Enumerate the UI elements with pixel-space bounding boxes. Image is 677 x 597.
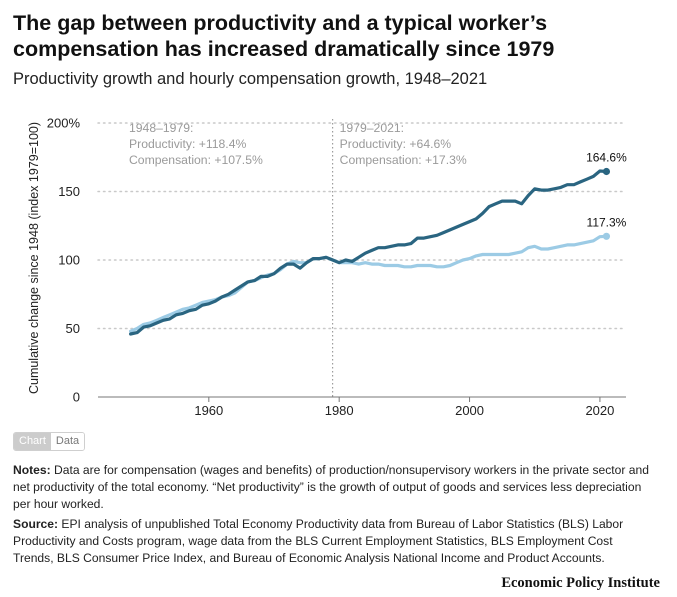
y-tick-label: 200% bbox=[47, 116, 81, 131]
period-annotation-line: Productivity: +118.4% bbox=[129, 137, 246, 151]
notes-text: Data are for compensation (wages and ben… bbox=[13, 463, 649, 511]
x-tick-label: 2020 bbox=[585, 403, 614, 418]
period-annotation-line: Compensation: +107.5% bbox=[129, 153, 263, 167]
line-chart: 0 50 100 150 200% 1960 1980 2000 2020 Cumulative… bbox=[27, 116, 627, 419]
series-end-label-compensation: 117.3% bbox=[587, 215, 627, 229]
x-tick-label: 2000 bbox=[455, 403, 484, 418]
notes-label: Notes: bbox=[13, 463, 51, 477]
x-tick-label: 1980 bbox=[325, 403, 354, 418]
chart-source: Source: EPI analysis of unpublished Tota… bbox=[13, 516, 653, 567]
publisher-logo: Economic Policy Institute bbox=[501, 575, 660, 591]
source-label: Source: bbox=[13, 517, 59, 531]
tab-data[interactable]: Data bbox=[50, 433, 85, 450]
series-endpoint-productivity bbox=[602, 167, 611, 176]
x-tick-label: 1960 bbox=[194, 403, 223, 418]
y-tick-label: 50 bbox=[66, 321, 80, 336]
chart-subtitle: Productivity growth and hourly compensat… bbox=[13, 70, 488, 88]
series-end-label-productivity: 164.6% bbox=[586, 150, 627, 164]
y-tick-label: 100 bbox=[58, 253, 80, 268]
period-annotation-line: Productivity: +64.6% bbox=[340, 137, 452, 151]
series-endpoint-compensation bbox=[602, 232, 611, 240]
chart-notes: Notes: Data are for compensation (wages … bbox=[13, 462, 653, 513]
series-line-compensation bbox=[129, 234, 609, 333]
series-line-productivity bbox=[129, 169, 609, 336]
view-tabs: Chart Data bbox=[13, 432, 86, 451]
y-tick-label: 0 bbox=[73, 390, 80, 405]
period-annotation-line: Compensation: +17.3% bbox=[340, 153, 467, 167]
source-text: EPI analysis of unpublished Total Econom… bbox=[13, 517, 624, 565]
chart-headline: The gap between productivity and a typic… bbox=[13, 11, 555, 61]
y-axis-label: Cumulative change since 1948 (index 1979… bbox=[27, 122, 41, 394]
period-annotation-line: 1948–1979: bbox=[129, 121, 193, 135]
y-tick-label: 150 bbox=[58, 184, 80, 199]
tab-chart[interactable]: Chart bbox=[14, 433, 51, 450]
period-annotation-line: 1979–2021: bbox=[340, 121, 404, 135]
